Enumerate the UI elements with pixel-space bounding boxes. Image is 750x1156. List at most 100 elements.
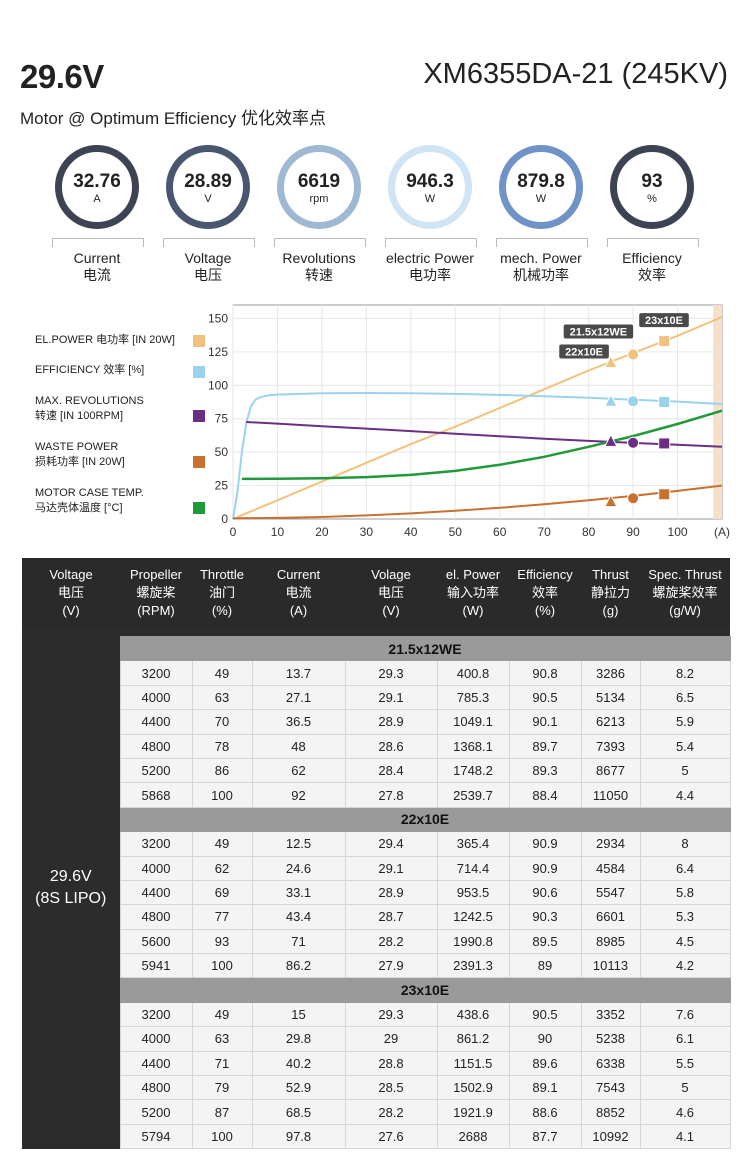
table-cell: 88.4 [508,782,582,808]
table-cell: 5.8 [639,879,731,906]
table-cell: 4400 [119,709,193,735]
legend-label-cn: 损耗功率 [IN 20W] [35,456,125,468]
gauge-value: 28.89 [184,171,232,192]
y-tick-label: 100 [208,378,228,392]
gauge-label: mech. Power 机械功率 [481,250,601,284]
table-cell: 97.8 [251,1123,346,1150]
table-cell: 4800 [119,1075,193,1101]
table-cell: 40.2 [251,1050,346,1077]
marker-label-box [639,313,689,328]
column-header-line: 效率 [531,585,558,600]
table-cell: 5.9 [639,709,731,735]
data-point-marker [658,335,671,348]
table-cell: 5868 [119,782,193,808]
column-header-line: 螺旋桨效率 [652,585,718,600]
table-row: 3200 49 15 29.3 438.6 90.5 3352 7.6 [22,1001,731,1028]
table-cell: 2934 [580,831,641,857]
table-cell: 89.3 [508,757,582,784]
data-point-marker [627,348,640,361]
table-cell: 92 [251,782,346,808]
table-cell: 27.9 [344,953,438,979]
column-header: Voltage 电压 (V) [22,558,120,628]
gauge-label: Current 电流 [37,250,157,284]
plot-area [232,304,723,520]
table-row: 3200 49 13.7 29.3 400.8 90.8 3286 8.2 [22,660,731,686]
x-tick-label: 0 [230,525,237,539]
table-cell: 6338 [580,1050,641,1077]
propeller-group-row: 22x10E [22,806,731,833]
table-cell: 90.9 [508,831,582,857]
table-cell: 28.6 [344,733,438,759]
legend-entry: MAX. REVOLUTIONS 转速 [IN 100RPM] [35,394,144,424]
table-cell: 6.1 [639,1026,731,1052]
column-header: Current 电流 (A) [252,558,345,628]
table-cell: 28.9 [344,709,438,735]
gauge-label-cn: 机械功率 [513,267,569,283]
header-model: XM6355DA-21 (245KV) [423,58,728,90]
voltage-battery: (8S LIPO) [35,890,107,908]
table-cell: 1921.9 [436,1099,510,1125]
table-cell: 90.6 [508,879,582,906]
gauge-unit: V [204,193,212,205]
table-cell: 36.5 [251,709,346,735]
table-cell: 4.4 [639,782,731,808]
gauge-value: 879.8 [517,171,565,192]
gauge-label-en: Revolutions [282,250,356,266]
table-cell: 89.7 [508,733,582,759]
header-subtitle: Motor @ Optimum Efficiency 优化效率点 [20,109,326,128]
table-cell: 4400 [119,1050,193,1077]
table-cell: 4800 [119,904,193,930]
table-cell: 3200 [119,1001,193,1028]
table-cell: 7393 [580,733,641,759]
column-header: Volage 电压 (V) [345,558,437,628]
y-tick-label: 25 [215,479,229,493]
legend-label: MOTOR CASE TEMP. [35,487,144,499]
data-point-marker [604,393,618,407]
table-row: 4000 63 29.8 29 861.2 90 5238 6.1 [22,1026,731,1052]
column-header-line: Current [276,567,321,582]
table-cell: 6.4 [639,855,731,881]
gauge-label-cn: 电压 [194,267,222,283]
table-cell: 28.9 [344,879,438,906]
propeller-group-row: 23x10E [22,977,731,1003]
table-cell: 5.5 [639,1050,731,1077]
table-cell: 8 [639,831,731,857]
table-row: 5200 86 62 28.4 1748.2 89.3 8677 5 [22,757,731,784]
table-cell: 28.2 [344,928,438,955]
table-cell: 8677 [580,757,641,784]
series-line [232,484,723,520]
x-tick-label: 10 [271,525,285,539]
gauge-label-cn: 转速 [305,267,333,283]
table-header-row: Voltage 电压 (V) Propeller 螺旋桨 (RPM) Throttle 油门 (… [22,558,730,628]
table-cell: 5238 [580,1026,641,1052]
table-cell: 1242.5 [436,904,510,930]
column-header-line: (W) [462,603,484,618]
table-cell: 71 [191,1050,253,1077]
legend-label-cn: 马达壳体温度 [°C] [35,502,123,514]
table-cell: 8.2 [639,660,731,686]
series-line [237,316,723,518]
table-cell: 438.6 [436,1001,510,1028]
table-cell: 89.1 [508,1075,582,1101]
header-voltage: 29.6V [20,58,104,95]
table-row: 4400 71 40.2 28.8 1151.5 89.6 6338 5.5 [22,1050,731,1077]
table-cell: 10992 [580,1123,641,1150]
table-cell: 63 [191,1026,253,1052]
table-cell: 3200 [119,831,193,857]
table-cell: 29 [344,1026,438,1052]
table-cell: 714.4 [436,855,510,881]
gauge-label: Efficiency 效率 [592,250,712,284]
table-cell: 4000 [119,855,193,881]
table-cell: 4.2 [639,953,731,979]
data-point-marker [604,354,618,369]
table-cell: 8852 [580,1099,641,1125]
table-cell: 100 [191,1123,253,1150]
legend-swatch [193,410,205,422]
data-point-marker [604,494,618,508]
gauge-label-cn: 效率 [638,267,666,283]
table-row: 3200 49 12.5 29.4 365.4 90.9 2934 8 [22,831,731,857]
data-point-marker [604,433,618,447]
column-header-line: 电压 [377,585,404,600]
table-cell: 4000 [119,1026,193,1052]
gauge-bracket [385,238,477,247]
